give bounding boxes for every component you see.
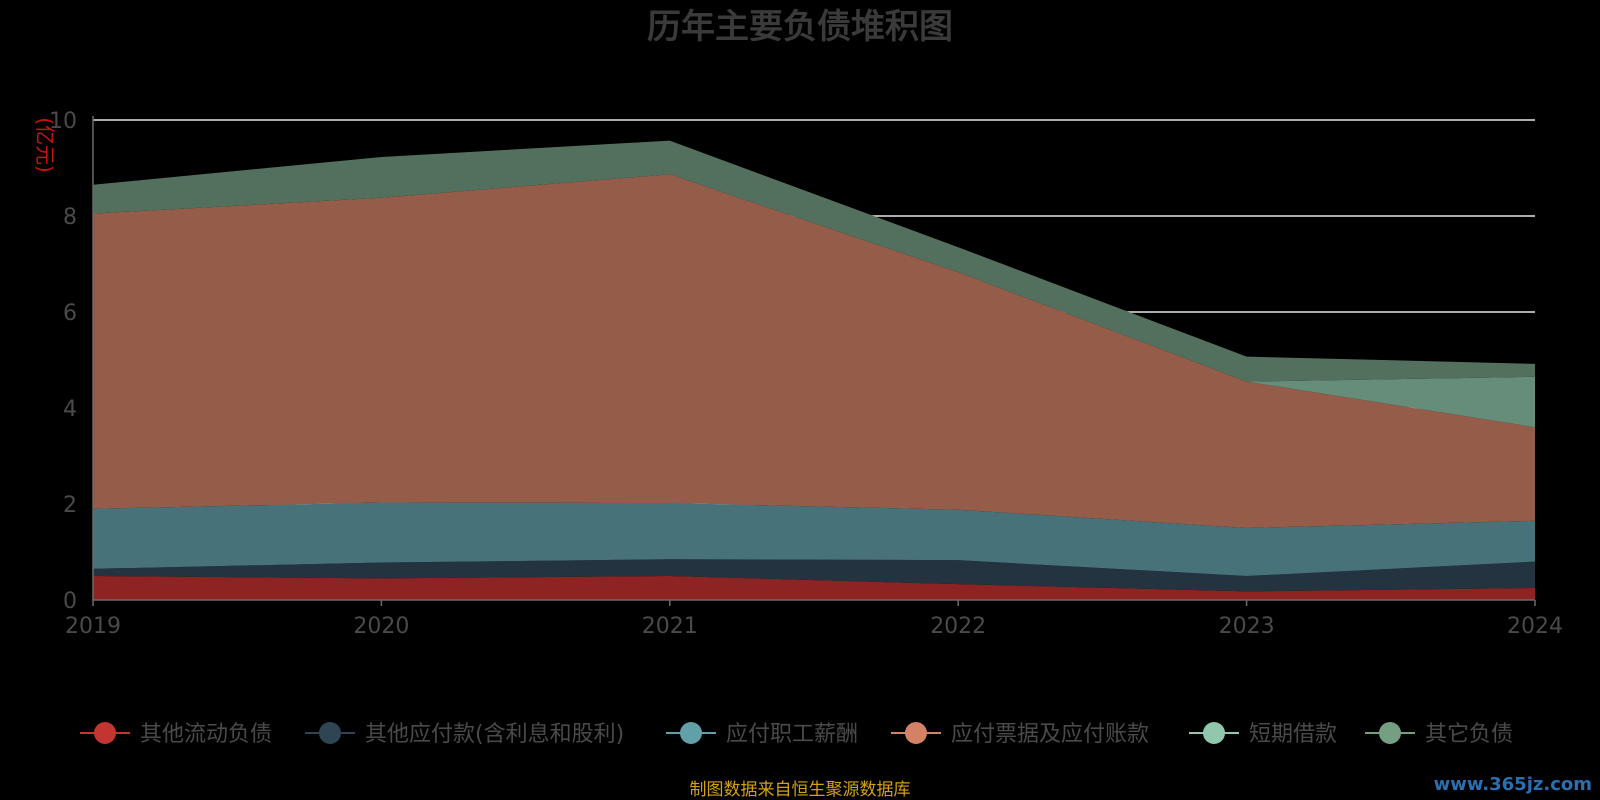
x-tick-label: 2022 [930,614,986,639]
legend-item[interactable]: 其他应付款(含利息和股利) [305,722,624,747]
legend-item[interactable]: 应付职工薪酬 [666,722,858,747]
area-series-1 [93,559,1535,592]
legend-label: 其它负债 [1425,722,1513,747]
watermark: www.365jz.com [1434,774,1592,795]
legend-marker [680,722,702,744]
chart-title: 历年主要负债堆积图 [647,7,953,47]
y-tick-label: 10 [49,109,77,134]
legend-item[interactable]: 短期借款 [1189,722,1337,747]
y-tick-label: 8 [63,205,77,230]
data-source-note: 制图数据来自恒生聚源数据库 [690,780,911,800]
x-tick-label: 2023 [1219,614,1275,639]
x-tick-label: 2019 [65,614,121,639]
legend-marker [94,722,116,744]
legend-label: 其他流动负债 [140,722,272,747]
y-tick-label: 6 [63,301,77,326]
legend-marker [1203,722,1225,744]
legend-label: 短期借款 [1249,722,1337,747]
x-tick-label: 2020 [353,614,409,639]
x-tick-label: 2024 [1507,614,1563,639]
legend-label: 其他应付款(含利息和股利) [365,722,624,747]
x-tick-label: 2021 [642,614,698,639]
legend-marker [1379,722,1401,744]
legend-item[interactable]: 应付票据及应付账款 [891,722,1149,747]
axes: 0 2 4 6 8 10 2019 2020 2021 2022 2023 2024 [49,109,1563,639]
legend: 其他流动负债 其他应付款(含利息和股利) 应付职工薪酬 应付票据及应付账款 短期借款 其它… [80,722,1513,747]
legend-item[interactable]: 其他流动负债 [80,722,272,747]
legend-label: 应付票据及应付账款 [951,722,1149,747]
area-series-group [93,140,1535,600]
legend-marker [319,722,341,744]
y-tick-label: 0 [63,589,77,614]
legend-item[interactable]: 其它负债 [1365,722,1513,747]
y-tick-label: 4 [63,397,77,422]
legend-label: 应付职工薪酬 [726,722,858,747]
area-series-0 [93,576,1535,600]
area-series-2 [93,502,1535,576]
y-tick-label: 2 [63,493,77,518]
area-series-4 [93,174,1535,428]
legend-marker [905,722,927,744]
area-series-3 [93,174,1535,529]
y-axis-unit-label: (亿元) [33,117,57,173]
